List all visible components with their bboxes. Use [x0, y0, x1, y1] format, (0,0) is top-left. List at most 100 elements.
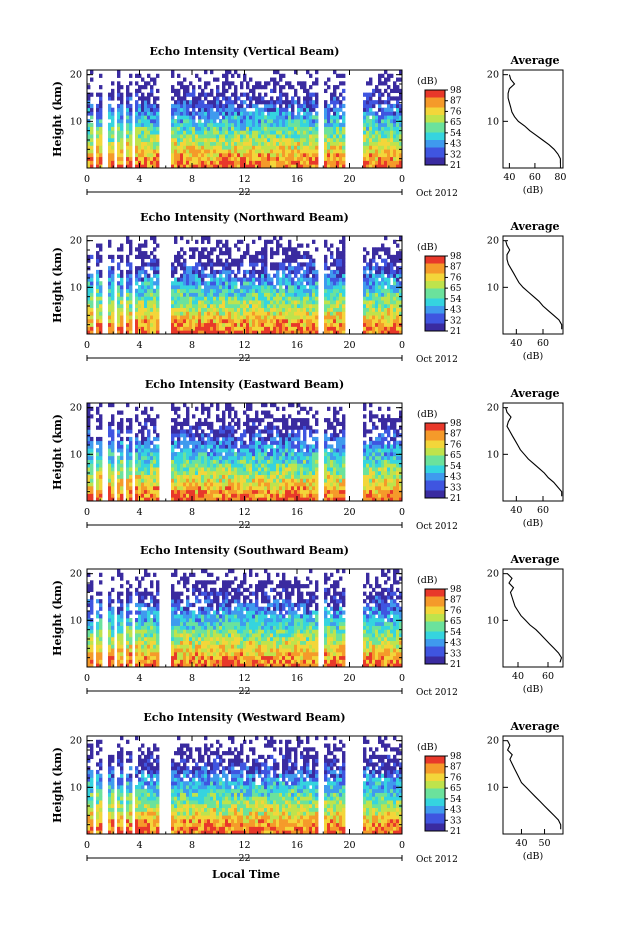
- colorbar-tick-label: 76: [450, 273, 462, 283]
- colorbar-tick-label: 54: [450, 462, 462, 472]
- colorbar-tick-label: 98: [450, 419, 462, 429]
- y-tick-label: 20: [70, 70, 82, 81]
- y-axis-label: Height (km): [51, 747, 64, 823]
- colorbar-tick-label: 65: [450, 784, 462, 794]
- profile-x-tick-label: 40: [510, 505, 522, 516]
- colorbar-tick-label: 65: [450, 284, 462, 294]
- profile-x-tick-label: 50: [538, 838, 550, 849]
- colorbar-tick-label: 21: [450, 827, 461, 837]
- colorbar-tick-label: 87: [450, 596, 462, 606]
- colorbar-tick-label: 43: [450, 306, 462, 316]
- profile-x-tick-label: 60: [537, 338, 549, 349]
- date-suffix: Oct 2012: [416, 522, 458, 532]
- profile-title: Average: [509, 220, 559, 233]
- profile-y-tick-label: 10: [487, 116, 499, 127]
- colorbar-unit: (dB): [417, 409, 437, 420]
- colorbar-tick-label: 76: [450, 440, 462, 450]
- profile-x-tick-label: 60: [537, 505, 549, 516]
- profile-line: [505, 407, 563, 497]
- profile-y-tick-label: 20: [487, 70, 499, 81]
- panel-2: Echo Intensity (Northward Beam) Height (k…: [51, 211, 564, 365]
- profile-frame: [502, 235, 564, 335]
- panel-title: Echo Intensity (Westward Beam): [143, 711, 345, 724]
- colorbar-tick-label: 76: [450, 773, 462, 783]
- profile-y-tick-label: 20: [487, 236, 499, 247]
- x-tick-label: 4: [136, 507, 142, 518]
- heatmap: [87, 236, 403, 335]
- x-tick-label: 16: [291, 840, 303, 851]
- profile-frame: [502, 69, 564, 169]
- date-label: 22: [238, 520, 250, 531]
- colorbar-frame: [424, 89, 446, 166]
- colorbar-tick-label: 76: [450, 107, 462, 117]
- x-tick-label: 0: [399, 840, 405, 851]
- colorbar-frame: [424, 588, 446, 665]
- date-suffix: Oct 2012: [416, 855, 458, 865]
- x-tick-label: 8: [189, 840, 195, 851]
- date-label: 22: [238, 353, 250, 364]
- panel-title: Echo Intensity (Vertical Beam): [149, 45, 339, 58]
- x-tick-label: 20: [343, 840, 355, 851]
- x-tick-label: 0: [84, 840, 90, 851]
- x-tick-label: 20: [343, 340, 355, 351]
- y-tick-label: 20: [70, 569, 82, 580]
- colorbar-tick-label: 21: [450, 660, 461, 670]
- x-tick-label: 0: [399, 340, 405, 351]
- colorbar-tick-label: 98: [450, 86, 462, 96]
- x-tick-label: 0: [84, 174, 90, 185]
- profile-y-tick-label: 20: [487, 736, 499, 747]
- profile-x-tick-label: 40: [515, 838, 527, 849]
- y-tick-label: 10: [70, 116, 82, 127]
- date-label: 22: [238, 853, 250, 864]
- x-tick-label: 8: [189, 174, 195, 185]
- profile-x-label: (dB): [523, 684, 543, 695]
- colorbar-tick-label: 43: [450, 806, 462, 816]
- heatmap: [87, 569, 403, 668]
- x-tick-label: 16: [291, 673, 303, 684]
- colorbar-tick-label: 54: [450, 795, 462, 805]
- profile-line: [506, 740, 562, 830]
- profile-x-label: (dB): [523, 351, 543, 362]
- colorbar: [425, 589, 445, 665]
- colorbar-frame: [424, 422, 446, 499]
- x-tick-label: 20: [343, 174, 355, 185]
- x-tick-label: 0: [84, 340, 90, 351]
- date-label: 22: [238, 686, 250, 697]
- colorbar-tick-label: 76: [450, 606, 462, 616]
- x-tick-label: 0: [399, 174, 405, 185]
- x-tick-label: 4: [136, 174, 142, 185]
- colorbar-tick-label: 87: [450, 430, 462, 440]
- y-tick-label: 20: [70, 736, 82, 747]
- heatmap: [87, 70, 403, 169]
- y-tick-label: 20: [70, 403, 82, 414]
- profile-x-tick-label: 60: [542, 671, 554, 682]
- x-tick-label: 0: [399, 673, 405, 684]
- colorbar-tick-label: 33: [450, 483, 462, 493]
- x-tick-label: 16: [291, 174, 303, 185]
- colorbar-tick-label: 87: [450, 263, 462, 273]
- profile-x-label: (dB): [523, 185, 543, 196]
- heatmap: [87, 403, 403, 502]
- y-tick-label: 10: [70, 615, 82, 626]
- x-tick-label: 12: [238, 174, 250, 185]
- profile-y-tick-label: 10: [487, 615, 499, 626]
- panel-title: Echo Intensity (Northward Beam): [140, 211, 349, 224]
- colorbar-tick-label: 54: [450, 129, 462, 139]
- profile-x-label: (dB): [523, 851, 543, 862]
- x-tick-label: 8: [189, 507, 195, 518]
- colorbar-unit: (dB): [417, 242, 437, 253]
- panel-title: Echo Intensity (Southward Beam): [140, 544, 349, 557]
- panel-5: Echo Intensity (Westward Beam) Height (km…: [51, 711, 564, 865]
- profile-x-tick-label: 40: [503, 172, 515, 183]
- profile-line: [505, 240, 563, 330]
- colorbar-tick-label: 98: [450, 585, 462, 595]
- colorbar-tick-label: 87: [450, 763, 462, 773]
- y-tick-label: 10: [70, 449, 82, 460]
- colorbar: [425, 756, 445, 832]
- profile-frame: [502, 568, 564, 668]
- colorbar-tick-label: 33: [450, 649, 462, 659]
- colorbar-unit: (dB): [417, 76, 437, 87]
- panel-3: Echo Intensity (Eastward Beam) Height (km…: [51, 378, 564, 532]
- x-tick-label: 12: [238, 673, 250, 684]
